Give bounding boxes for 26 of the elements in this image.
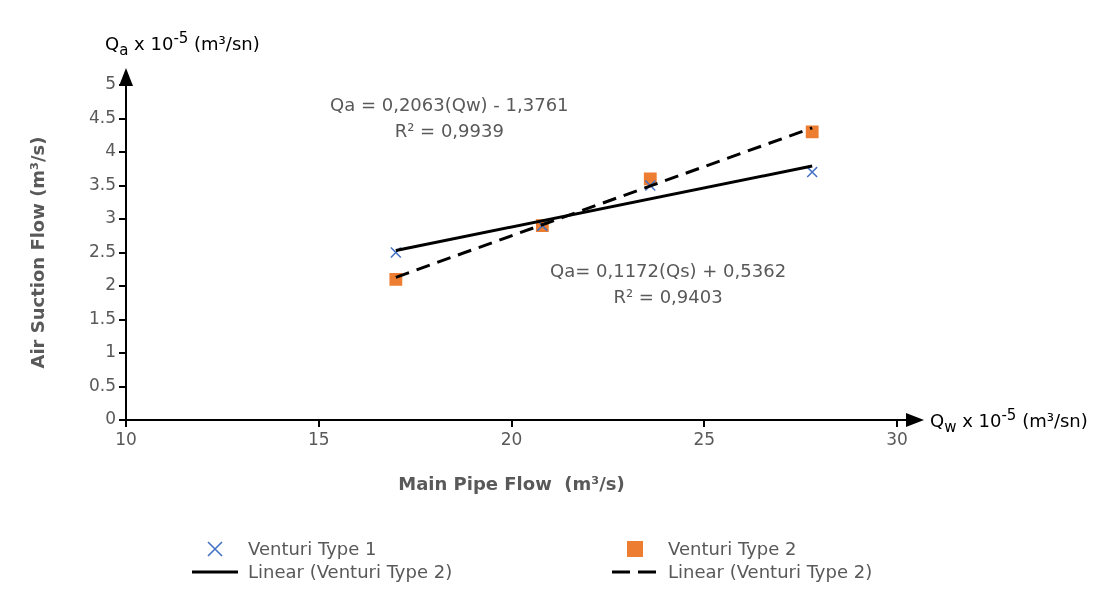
y-tick-label: 4 xyxy=(105,140,116,161)
annotation: Qa= 0,1172(Qs) + 0,5362 R² = 0,9403 xyxy=(550,259,787,310)
text: Q$_{a}$ x 10$^{-5}$ (m³/sn) xyxy=(105,28,260,61)
y-tick-label: 3.5 xyxy=(88,173,116,194)
x-axis-title: Main Pipe Flow (m³/s) xyxy=(398,472,625,494)
y-tick-label: 3 xyxy=(105,207,116,228)
x-tick-label: 25 xyxy=(693,428,716,449)
y-tick-label: 5 xyxy=(105,73,116,94)
y-tick-label: 2.5 xyxy=(88,240,116,261)
x-tick-label: 15 xyxy=(307,428,330,449)
legend-label: Linear (Venturi Type 2) xyxy=(668,561,873,582)
annotation: Qa = 0,2063(Qw) - 1,3761 R² = 0,9939 xyxy=(330,93,569,144)
legend-label: Venturi Type 2 xyxy=(668,538,797,559)
text: Q$_{w}$ x 10$^{-5}$ (m³/sn) xyxy=(930,405,1088,438)
y-tick-label: 0 xyxy=(105,408,116,429)
y-axis-title: Air Suction Flow (m³/s) xyxy=(27,136,49,369)
y-tick-label: 4.5 xyxy=(88,106,116,127)
x-tick-label: 30 xyxy=(886,428,908,449)
y-tick-label: 1.5 xyxy=(88,307,116,328)
y-tick-label: 1 xyxy=(105,341,116,362)
x-tick-label: 20 xyxy=(500,428,523,449)
legend-label: Linear (Venturi Type 2) xyxy=(248,561,453,582)
x-tick-label: 10 xyxy=(115,428,137,449)
y-tick-label: 0.5 xyxy=(88,374,116,395)
y-tick-label: 2 xyxy=(105,274,116,295)
legend-label: Venturi Type 1 xyxy=(248,538,377,559)
